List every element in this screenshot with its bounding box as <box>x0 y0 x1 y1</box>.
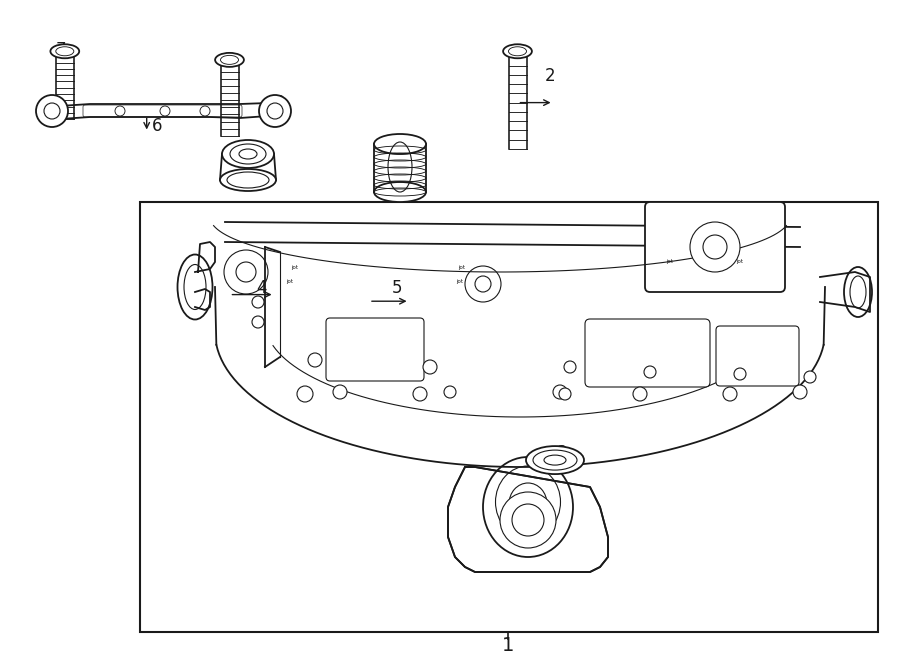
Ellipse shape <box>222 140 274 168</box>
Ellipse shape <box>526 446 584 474</box>
FancyBboxPatch shape <box>645 202 785 292</box>
Circle shape <box>723 387 737 401</box>
Circle shape <box>734 368 746 380</box>
FancyBboxPatch shape <box>716 326 799 386</box>
Ellipse shape <box>215 53 244 67</box>
Circle shape <box>553 385 567 399</box>
Ellipse shape <box>220 169 276 191</box>
Ellipse shape <box>503 44 532 58</box>
Text: 3: 3 <box>556 444 567 463</box>
Circle shape <box>690 222 740 272</box>
Circle shape <box>793 385 807 399</box>
Text: jot: jot <box>736 260 743 265</box>
Text: 1: 1 <box>502 636 515 655</box>
Circle shape <box>308 353 322 367</box>
Text: 2: 2 <box>544 67 555 85</box>
Circle shape <box>804 371 816 383</box>
Ellipse shape <box>177 254 212 320</box>
Circle shape <box>644 366 656 378</box>
Circle shape <box>160 106 170 116</box>
Text: jot: jot <box>667 260 673 265</box>
Text: jot: jot <box>458 265 465 269</box>
Text: jot: jot <box>292 265 299 269</box>
Circle shape <box>115 106 125 116</box>
Bar <box>140 202 878 632</box>
Circle shape <box>297 386 313 402</box>
Polygon shape <box>448 467 608 572</box>
Circle shape <box>200 106 210 116</box>
FancyBboxPatch shape <box>326 318 424 381</box>
Ellipse shape <box>483 457 573 557</box>
Text: 5: 5 <box>392 279 402 297</box>
Text: 7: 7 <box>56 40 67 59</box>
Text: jot: jot <box>286 279 293 285</box>
Text: jot: jot <box>456 279 464 285</box>
Circle shape <box>252 316 264 328</box>
Circle shape <box>333 385 347 399</box>
Ellipse shape <box>374 134 426 154</box>
Circle shape <box>252 296 264 308</box>
Circle shape <box>633 387 647 401</box>
Text: 6: 6 <box>152 117 163 135</box>
Text: 4: 4 <box>256 279 267 297</box>
Circle shape <box>444 386 456 398</box>
Circle shape <box>500 492 556 548</box>
Text: 2: 2 <box>274 93 285 112</box>
Polygon shape <box>40 101 285 119</box>
FancyBboxPatch shape <box>585 319 710 387</box>
Circle shape <box>564 361 576 373</box>
Circle shape <box>413 387 427 401</box>
Circle shape <box>36 95 68 127</box>
Circle shape <box>559 388 571 400</box>
Ellipse shape <box>844 267 872 317</box>
Circle shape <box>259 95 291 127</box>
Ellipse shape <box>50 44 79 58</box>
Circle shape <box>423 360 437 374</box>
Ellipse shape <box>374 182 426 202</box>
